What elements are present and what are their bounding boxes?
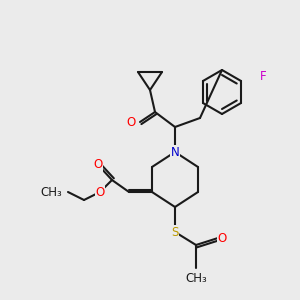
Text: O: O (218, 232, 226, 244)
Text: O: O (93, 158, 103, 172)
Text: CH₃: CH₃ (185, 272, 207, 285)
Text: S: S (171, 226, 179, 238)
Text: O: O (127, 116, 136, 128)
Text: O: O (95, 185, 105, 199)
Text: F: F (260, 70, 266, 83)
Text: N: N (171, 146, 179, 158)
Text: CH₃: CH₃ (40, 185, 62, 199)
